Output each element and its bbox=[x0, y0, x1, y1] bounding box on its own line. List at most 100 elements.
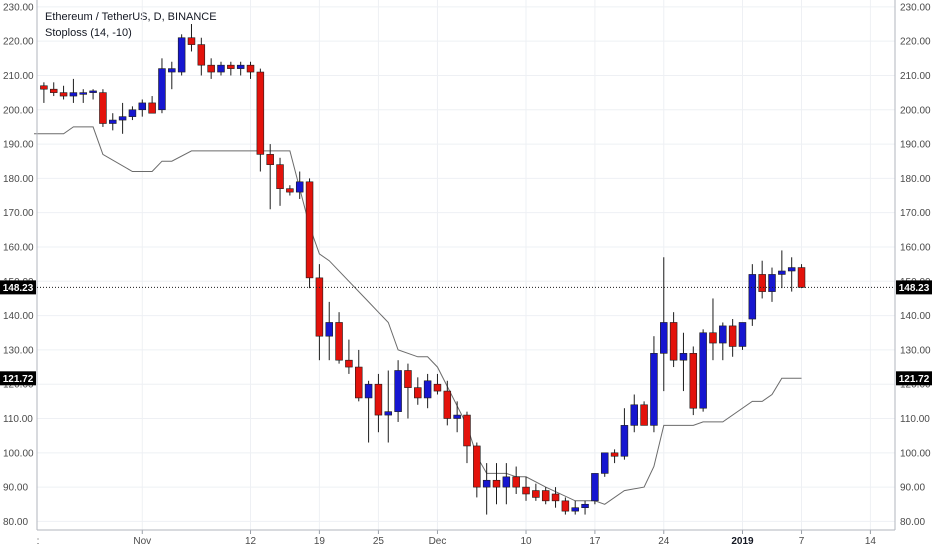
candle-down bbox=[345, 359, 353, 368]
y-tick-label-left: 190.00 bbox=[3, 140, 34, 151]
candle-up bbox=[591, 473, 599, 502]
candle-up bbox=[600, 452, 609, 474]
candle-down bbox=[315, 277, 324, 337]
candle-down bbox=[492, 479, 501, 488]
x-tick-label: Nov bbox=[133, 536, 151, 547]
candle-up bbox=[158, 68, 166, 111]
candle-down bbox=[433, 383, 442, 392]
stoploss-tag-left: 121.72 bbox=[3, 374, 34, 385]
candle-down bbox=[443, 390, 452, 419]
candle-down bbox=[374, 383, 383, 416]
y-tick-label-right: 170.00 bbox=[900, 208, 931, 219]
candle-up bbox=[295, 181, 304, 193]
last-price-tag-left-bg bbox=[0, 280, 36, 295]
last-price-tag-left: 148.23 bbox=[3, 283, 34, 294]
candle-down bbox=[414, 387, 422, 399]
candle-down bbox=[335, 322, 343, 361]
y-tick-label-right: 140.00 bbox=[900, 311, 931, 322]
stoploss-line bbox=[34, 126, 802, 505]
candle-down bbox=[40, 85, 48, 90]
candle-up bbox=[394, 370, 402, 412]
y-tick-label-right: 80.00 bbox=[900, 517, 925, 528]
y-tick-label-right: 90.00 bbox=[900, 483, 925, 494]
candle-down bbox=[246, 64, 255, 73]
x-tick-label: 17 bbox=[589, 536, 601, 547]
candle-down bbox=[404, 370, 412, 388]
candle-down bbox=[758, 274, 766, 292]
y-tick-label-left: 200.00 bbox=[3, 105, 34, 116]
candle-down bbox=[689, 353, 698, 409]
candle-down bbox=[207, 64, 215, 73]
candles-group bbox=[40, 24, 806, 515]
x-tick-label: 12 bbox=[245, 536, 257, 547]
x-tick-label: 10 bbox=[520, 536, 532, 547]
candle-down bbox=[187, 37, 196, 45]
candle-down bbox=[728, 325, 737, 347]
candle-up bbox=[748, 274, 757, 320]
stoploss-line-group bbox=[34, 126, 802, 505]
candle-up bbox=[719, 325, 727, 344]
y-tick-label-right: 110.00 bbox=[900, 414, 930, 425]
candle-up bbox=[660, 322, 668, 354]
y-tick-label-left: 180.00 bbox=[3, 174, 34, 185]
candle-up bbox=[325, 322, 333, 337]
y-tick-label-left: 220.00 bbox=[3, 37, 34, 48]
candle-up bbox=[778, 270, 786, 275]
candle-up bbox=[630, 404, 638, 426]
candle-down bbox=[148, 102, 156, 114]
candle-up bbox=[787, 267, 796, 272]
indicator-label: Stoploss (14, -10) bbox=[45, 27, 132, 39]
candle-up bbox=[581, 503, 589, 509]
stoploss-tag-left-bg bbox=[0, 371, 36, 386]
candle-down bbox=[256, 71, 265, 155]
candle-up bbox=[118, 116, 127, 121]
y-tick-label-right: 230.00 bbox=[900, 2, 931, 13]
candle-up bbox=[571, 507, 579, 512]
candle-up bbox=[620, 425, 629, 457]
candle-up bbox=[679, 353, 688, 361]
candle-down bbox=[266, 154, 274, 165]
y-tick-label-left: 140.00 bbox=[3, 311, 34, 322]
candle-up bbox=[69, 92, 78, 97]
candle-down bbox=[355, 366, 363, 399]
stoploss-tag-right: 121.72 bbox=[899, 374, 930, 385]
x-tick-label: 24 bbox=[658, 536, 670, 547]
candle-down bbox=[276, 164, 284, 189]
candle-down bbox=[669, 322, 678, 361]
candle-down bbox=[286, 188, 294, 193]
candle-up bbox=[423, 380, 432, 399]
x-tick-label: 2019 bbox=[731, 536, 754, 547]
candle-up bbox=[650, 353, 658, 426]
candle-up bbox=[109, 119, 117, 124]
y-tick-label-left: 80.00 bbox=[3, 517, 28, 528]
candle-up bbox=[453, 414, 461, 419]
candle-up bbox=[768, 274, 776, 292]
candle-down bbox=[305, 181, 314, 279]
last-price-tag-right: 148.23 bbox=[899, 283, 930, 294]
x-tick-label-first: : bbox=[37, 536, 40, 547]
candle-up bbox=[177, 37, 186, 73]
tick-labels: 80.00 80.00 90.00 90.00 100.00 100.00 110.00 11… bbox=[3, 2, 931, 547]
x-tick-label: 7 bbox=[799, 536, 805, 547]
y-tick-label-right: 210.00 bbox=[900, 71, 931, 82]
y-tick-label-right: 130.00 bbox=[900, 345, 931, 356]
y-tick-label-right: 180.00 bbox=[900, 174, 931, 185]
y-tick-label-left: 110.00 bbox=[3, 414, 33, 425]
candle-up bbox=[168, 68, 176, 73]
y-tick-label-right: 190.00 bbox=[900, 140, 931, 151]
candle-up bbox=[79, 92, 87, 95]
candle-up bbox=[128, 109, 137, 117]
y-tick-label-left: 100.00 bbox=[3, 448, 34, 459]
candle-down bbox=[99, 92, 107, 124]
candle-down bbox=[709, 332, 717, 344]
candle-down bbox=[561, 500, 570, 512]
y-tick-label-left: 230.00 bbox=[3, 2, 34, 13]
candle-up bbox=[502, 476, 511, 488]
candle-down bbox=[541, 490, 550, 502]
candle-up bbox=[482, 479, 491, 488]
x-tick-label: 25 bbox=[373, 536, 385, 547]
y-tick-label-left: 130.00 bbox=[3, 345, 34, 356]
candle-down bbox=[197, 44, 206, 66]
x-tick-label: 19 bbox=[314, 536, 326, 547]
